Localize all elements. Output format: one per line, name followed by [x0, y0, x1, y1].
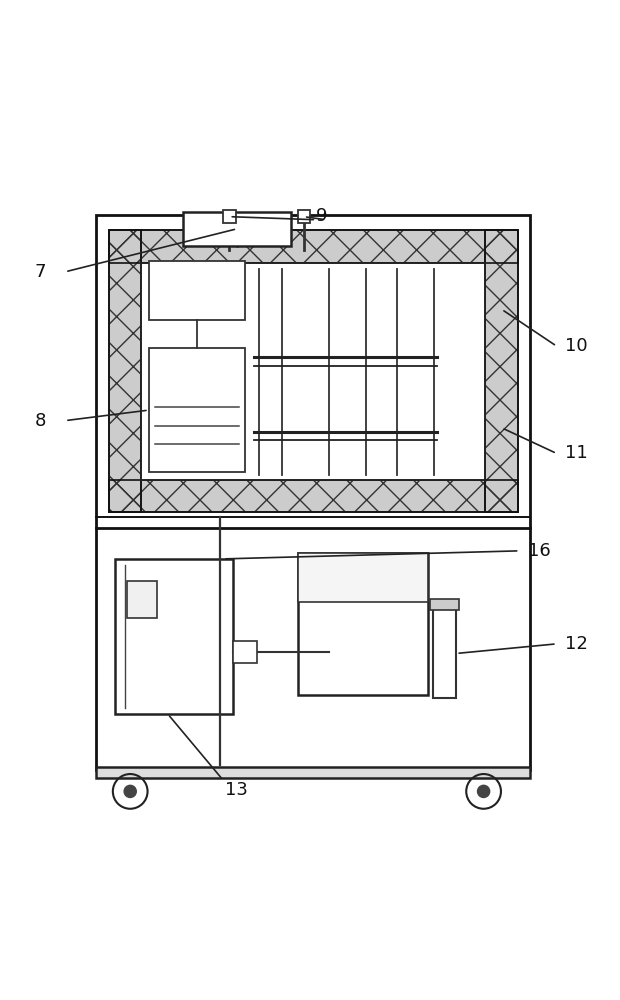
Bar — [115, 559, 232, 714]
Bar — [108, 230, 518, 263]
Bar — [298, 553, 428, 695]
Bar — [298, 210, 310, 223]
Text: 16: 16 — [528, 542, 551, 560]
Bar — [108, 230, 518, 263]
Text: 10: 10 — [565, 337, 588, 355]
Bar — [96, 215, 530, 770]
Text: 11: 11 — [565, 444, 588, 462]
Circle shape — [124, 785, 136, 797]
Bar — [485, 230, 518, 512]
Bar — [108, 480, 518, 512]
Bar — [108, 230, 141, 512]
Bar — [96, 767, 530, 778]
Bar — [485, 230, 518, 512]
Text: 12: 12 — [565, 635, 588, 653]
Bar — [108, 480, 518, 512]
Bar — [232, 641, 257, 663]
Bar — [149, 261, 245, 320]
Bar — [108, 480, 518, 512]
Bar — [108, 230, 518, 263]
Circle shape — [477, 785, 490, 797]
Bar — [141, 263, 485, 480]
Bar — [108, 230, 141, 512]
Text: 13: 13 — [226, 781, 248, 799]
Bar — [149, 348, 245, 472]
Bar — [433, 608, 456, 698]
Bar — [298, 553, 428, 602]
Bar — [430, 599, 459, 610]
Bar — [485, 230, 518, 512]
Bar — [108, 230, 141, 512]
Text: 8: 8 — [35, 412, 46, 430]
Bar — [223, 210, 236, 223]
Bar — [127, 581, 157, 618]
Bar — [183, 212, 291, 246]
Text: 7: 7 — [35, 263, 46, 281]
Text: 9: 9 — [316, 207, 327, 225]
